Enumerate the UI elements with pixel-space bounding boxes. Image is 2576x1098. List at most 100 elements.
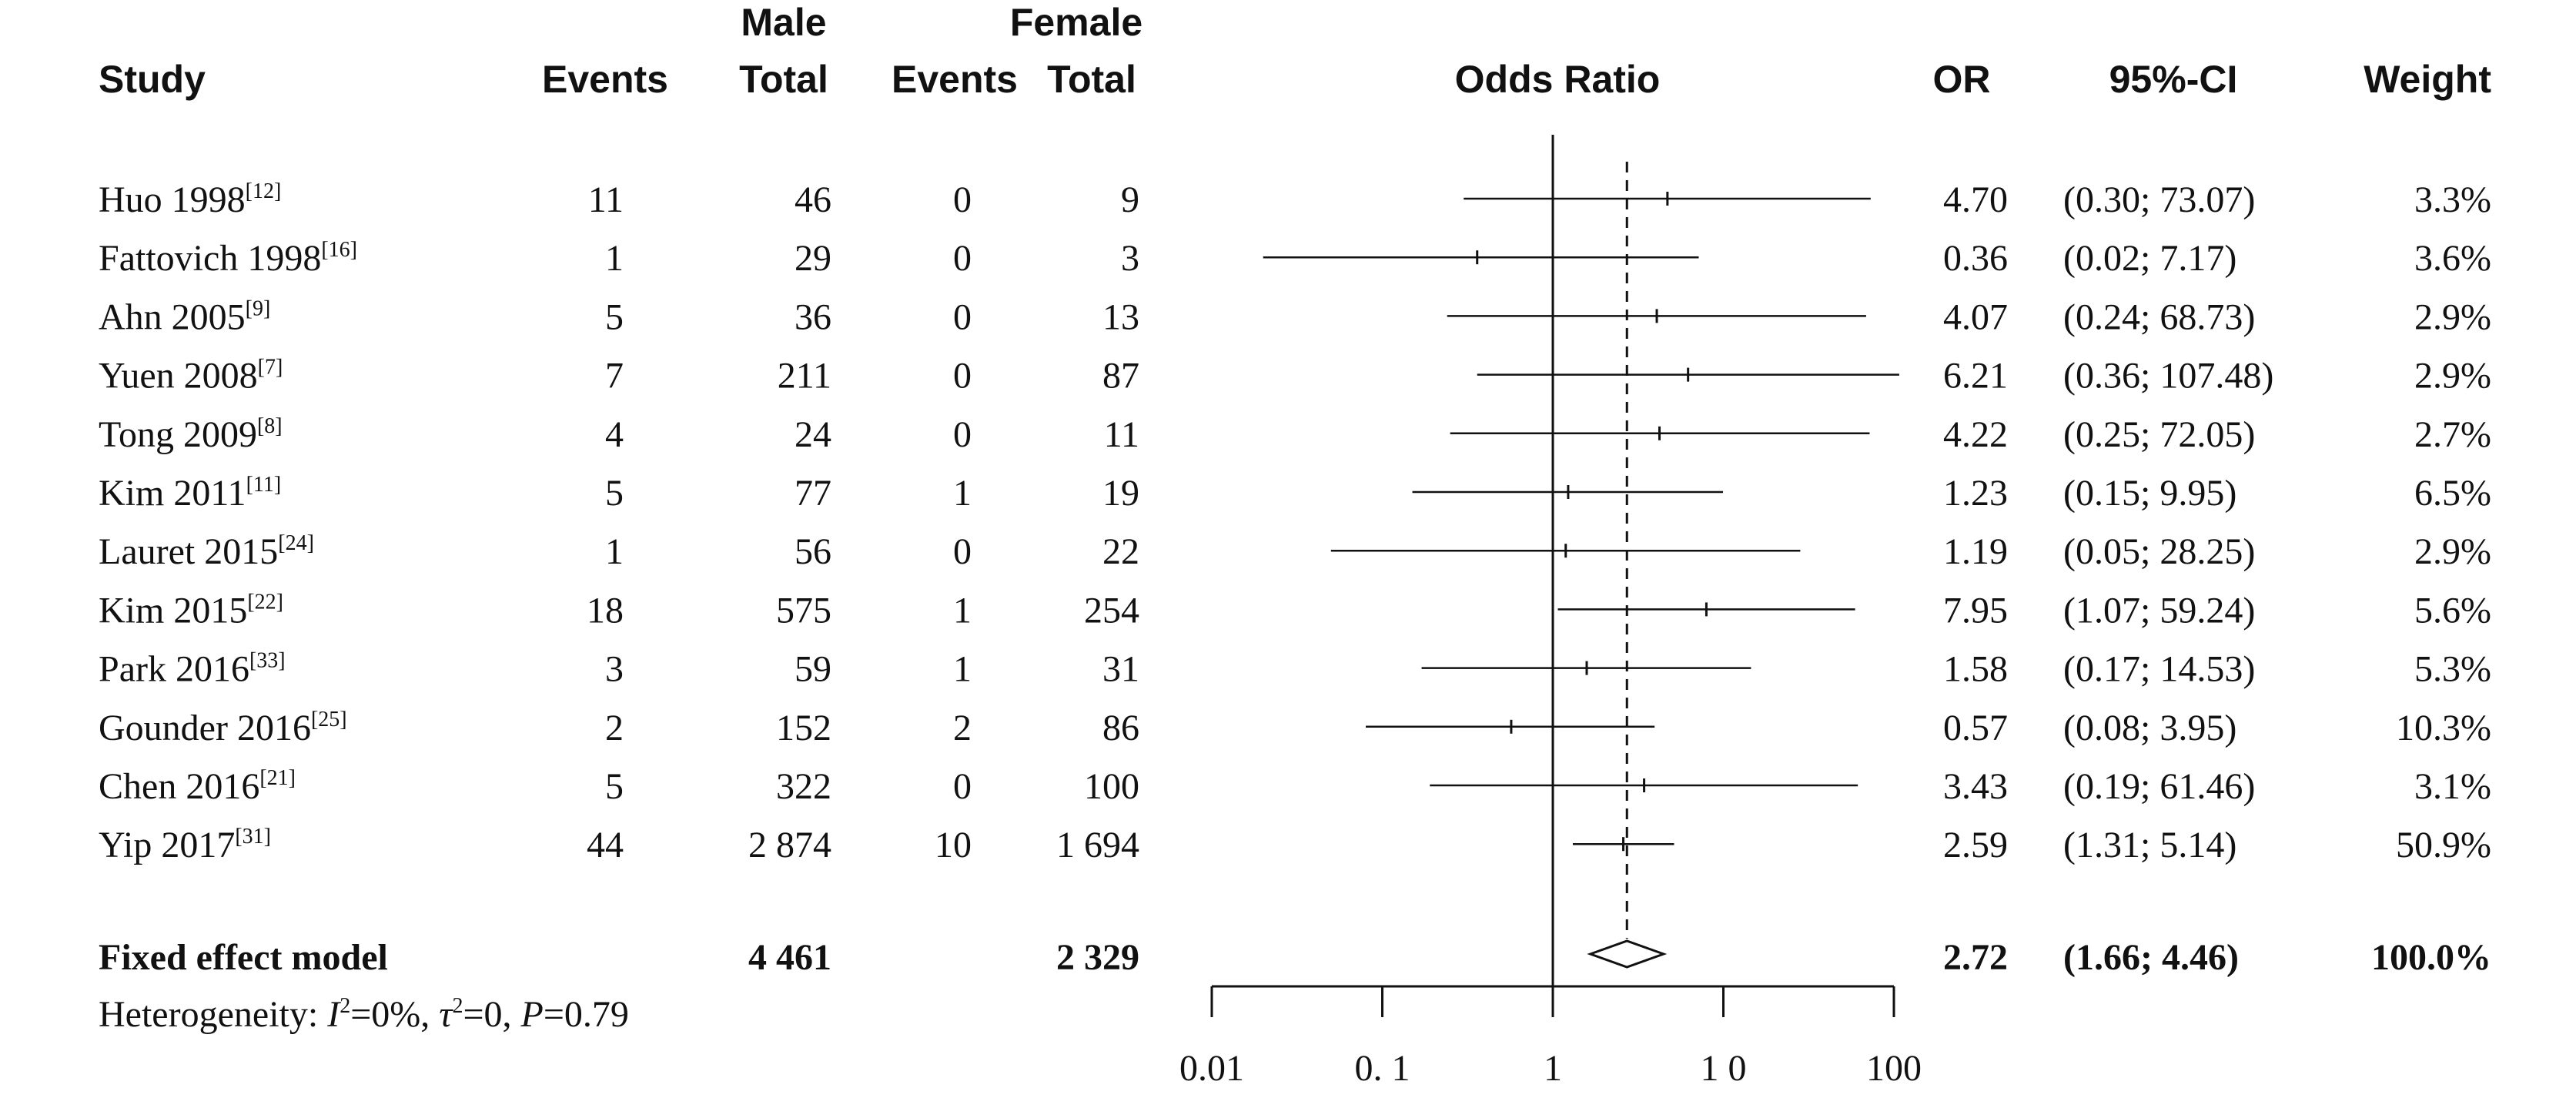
odds-ratio-value: 0.36: [1943, 238, 2008, 279]
header-female-events: Events: [892, 58, 1018, 101]
study-label: Fattovich 1998: [99, 238, 321, 279]
odds-ratio-value: 4.22: [1943, 414, 2008, 455]
weight-value: 6.5%: [2414, 473, 2491, 514]
male-events: 1: [605, 238, 624, 279]
female-events: 0: [953, 766, 972, 807]
study-reference: [33]: [249, 649, 286, 673]
header-male-total: Total: [739, 58, 828, 101]
male-events: 44: [587, 825, 624, 865]
summary-ci: (1.66; 4.46): [2063, 937, 2239, 978]
table-row: Ahn 2005[9] 5 36 0 13 4.07 (0.24; 68.73) 2.9%: [99, 296, 2491, 337]
male-total: 2 874: [748, 825, 831, 865]
male-total: 29: [795, 238, 831, 279]
male-events: 1: [605, 531, 624, 572]
female-events: 10: [935, 825, 972, 865]
female-total: 31: [1102, 649, 1139, 690]
table-row: Kim 2015[22] 18 575 1 254 7.95 (1.07; 59.24) 5.…: [99, 590, 2491, 631]
male-total: 322: [776, 766, 831, 807]
study-reference: [7]: [258, 356, 283, 380]
summary-diamond: [1587, 939, 1668, 969]
female-total: 254: [1084, 590, 1139, 631]
ci-value: (1.31; 5.14): [2063, 825, 2236, 865]
male-events: 2: [605, 708, 624, 748]
study-reference: [25]: [311, 708, 347, 731]
ci-value: (0.02; 7.17): [2063, 238, 2236, 279]
table-row: Huo 1998[12] 11 46 0 9 4.70 (0.30; 73.07) 3.3%: [99, 179, 2491, 220]
weight-value: 5.6%: [2414, 590, 2491, 631]
weight-value: 5.3%: [2414, 649, 2491, 690]
odds-ratio-value: 4.70: [1943, 179, 2008, 220]
ci-value: (0.17; 14.53): [2063, 649, 2255, 690]
study-name: Chen 2016[21]: [99, 766, 296, 807]
odds-ratio-value: 6.21: [1943, 356, 2008, 397]
study-label: Yuen 2008: [99, 356, 258, 397]
female-total: 86: [1102, 708, 1139, 748]
male-total: 24: [795, 414, 831, 455]
male-events: 18: [587, 590, 624, 631]
study-label: Lauret 2015: [99, 531, 278, 572]
study-reference: [21]: [259, 766, 296, 790]
table-row: Lauret 2015[24] 1 56 0 22 1.19 (0.05; 28.25) 2.…: [99, 531, 2491, 572]
female-total: 22: [1102, 531, 1139, 572]
male-events: 11: [588, 179, 624, 220]
odds-ratio-value: 1.58: [1943, 649, 2008, 690]
x-axis-tick-label: 0. 1: [1355, 1048, 1410, 1089]
female-total: 11: [1104, 414, 1139, 455]
female-total: 3: [1121, 238, 1139, 279]
study-name: Kim 2015[22]: [99, 590, 283, 631]
heterogeneity-text: Heterogeneity: I2=0%, τ2=0, P=0.79: [99, 994, 629, 1035]
male-events: 4: [605, 414, 624, 455]
header-study: Study: [99, 58, 206, 101]
weight-value: 2.9%: [2414, 356, 2491, 397]
weight-value: 2.9%: [2414, 296, 2491, 337]
table-row: Fattovich 1998[16] 1 29 0 3 0.36 (0.02; 7.17) 3…: [99, 238, 2491, 279]
header-ci: 95%-CI: [2109, 58, 2238, 101]
ci-value: (0.36; 107.48): [2063, 356, 2273, 397]
ci-value: (0.19; 61.46): [2063, 766, 2255, 807]
study-label: Kim 2011: [99, 473, 246, 514]
study-reference: [12]: [246, 179, 282, 203]
ci-value: (0.15; 9.95): [2063, 473, 2236, 514]
study-name: Gounder 2016[25]: [99, 708, 347, 748]
study-label: Tong 2009: [99, 414, 257, 455]
weight-value: 2.7%: [2414, 414, 2491, 455]
study-reference: [16]: [321, 238, 357, 262]
header-odds-ratio: Odds Ratio: [1455, 58, 1661, 101]
male-events: 5: [605, 296, 624, 337]
weight-value: 50.9%: [2396, 825, 2491, 865]
study-label: Park 2016: [99, 649, 249, 690]
x-axis-tick-label: 1: [1544, 1048, 1562, 1089]
header-weight: Weight: [2364, 58, 2491, 101]
study-reference: [31]: [235, 825, 271, 849]
male-events: 5: [605, 473, 624, 514]
study-name: Park 2016[33]: [99, 649, 286, 690]
female-events: 0: [953, 296, 972, 337]
study-name: Tong 2009[8]: [99, 414, 283, 455]
female-events: 0: [953, 356, 972, 397]
male-events: 3: [605, 649, 624, 690]
female-total: 13: [1102, 296, 1139, 337]
study-label: Chen 2016: [99, 766, 259, 807]
female-total: 19: [1102, 473, 1139, 514]
x-axis-tick-label: 1 0: [1701, 1048, 1747, 1089]
male-events: 7: [605, 356, 624, 397]
header-male-group: Male: [741, 1, 826, 44]
table-row: Park 2016[33] 3 59 1 31 1.58 (0.17; 14.53) 5.3%: [99, 649, 2491, 690]
male-events: 5: [605, 766, 624, 807]
table-row: Kim 2011[11] 5 77 1 19 1.23 (0.15; 9.95) 6.5%: [99, 473, 2491, 514]
female-total: 100: [1084, 766, 1139, 807]
table-row: Gounder 2016[25] 2 152 2 86 0.57 (0.08; 3.95) 1…: [99, 708, 2491, 748]
table-row: Yuen 2008[7] 7 211 0 87 6.21 (0.36; 107.48) 2.9…: [99, 356, 2491, 397]
female-events: 0: [953, 238, 972, 279]
odds-ratio-value: 4.07: [1943, 296, 2008, 337]
odds-ratio-value: 7.95: [1943, 590, 2008, 631]
header-female-group: Female: [1010, 1, 1142, 44]
female-events: 1: [953, 649, 972, 690]
female-events: 2: [953, 708, 972, 748]
ci-value: (0.05; 28.25): [2063, 531, 2255, 572]
female-events: 0: [953, 414, 972, 455]
female-total: 87: [1102, 356, 1139, 397]
ci-value: (0.24; 68.73): [2063, 296, 2255, 337]
female-total: 9: [1121, 179, 1139, 220]
male-total: 152: [776, 708, 831, 748]
